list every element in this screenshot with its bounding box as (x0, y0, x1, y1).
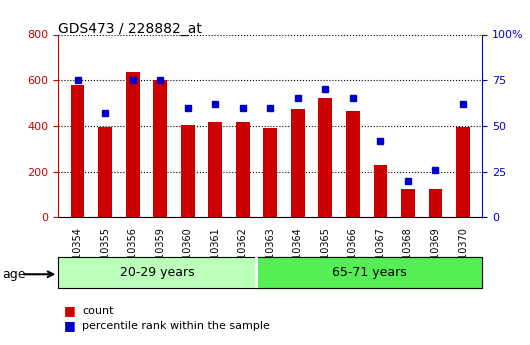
Bar (58, 257, 256, 288)
Text: percentile rank within the sample: percentile rank within the sample (82, 321, 270, 331)
Bar (256, 257, 482, 288)
Bar (70, 85, 84, 217)
Bar (126, 71, 139, 217)
Text: age: age (3, 268, 26, 281)
Bar (98, 127, 112, 217)
Bar (346, 111, 360, 217)
Bar (263, 128, 277, 217)
Bar (374, 165, 387, 217)
Text: count: count (82, 306, 113, 315)
Bar (208, 122, 222, 217)
Bar (401, 189, 415, 217)
Text: ■: ■ (64, 319, 75, 333)
Bar (456, 127, 470, 217)
Text: 65-71 years: 65-71 years (332, 266, 407, 279)
Text: ■: ■ (64, 304, 75, 317)
Bar (429, 189, 443, 217)
Bar (153, 80, 167, 217)
Bar (181, 125, 195, 217)
Bar (236, 122, 250, 217)
Bar (319, 99, 332, 217)
Bar (291, 109, 305, 217)
Text: 20-29 years: 20-29 years (120, 266, 195, 279)
Text: GDS473 / 228882_at: GDS473 / 228882_at (58, 22, 202, 37)
